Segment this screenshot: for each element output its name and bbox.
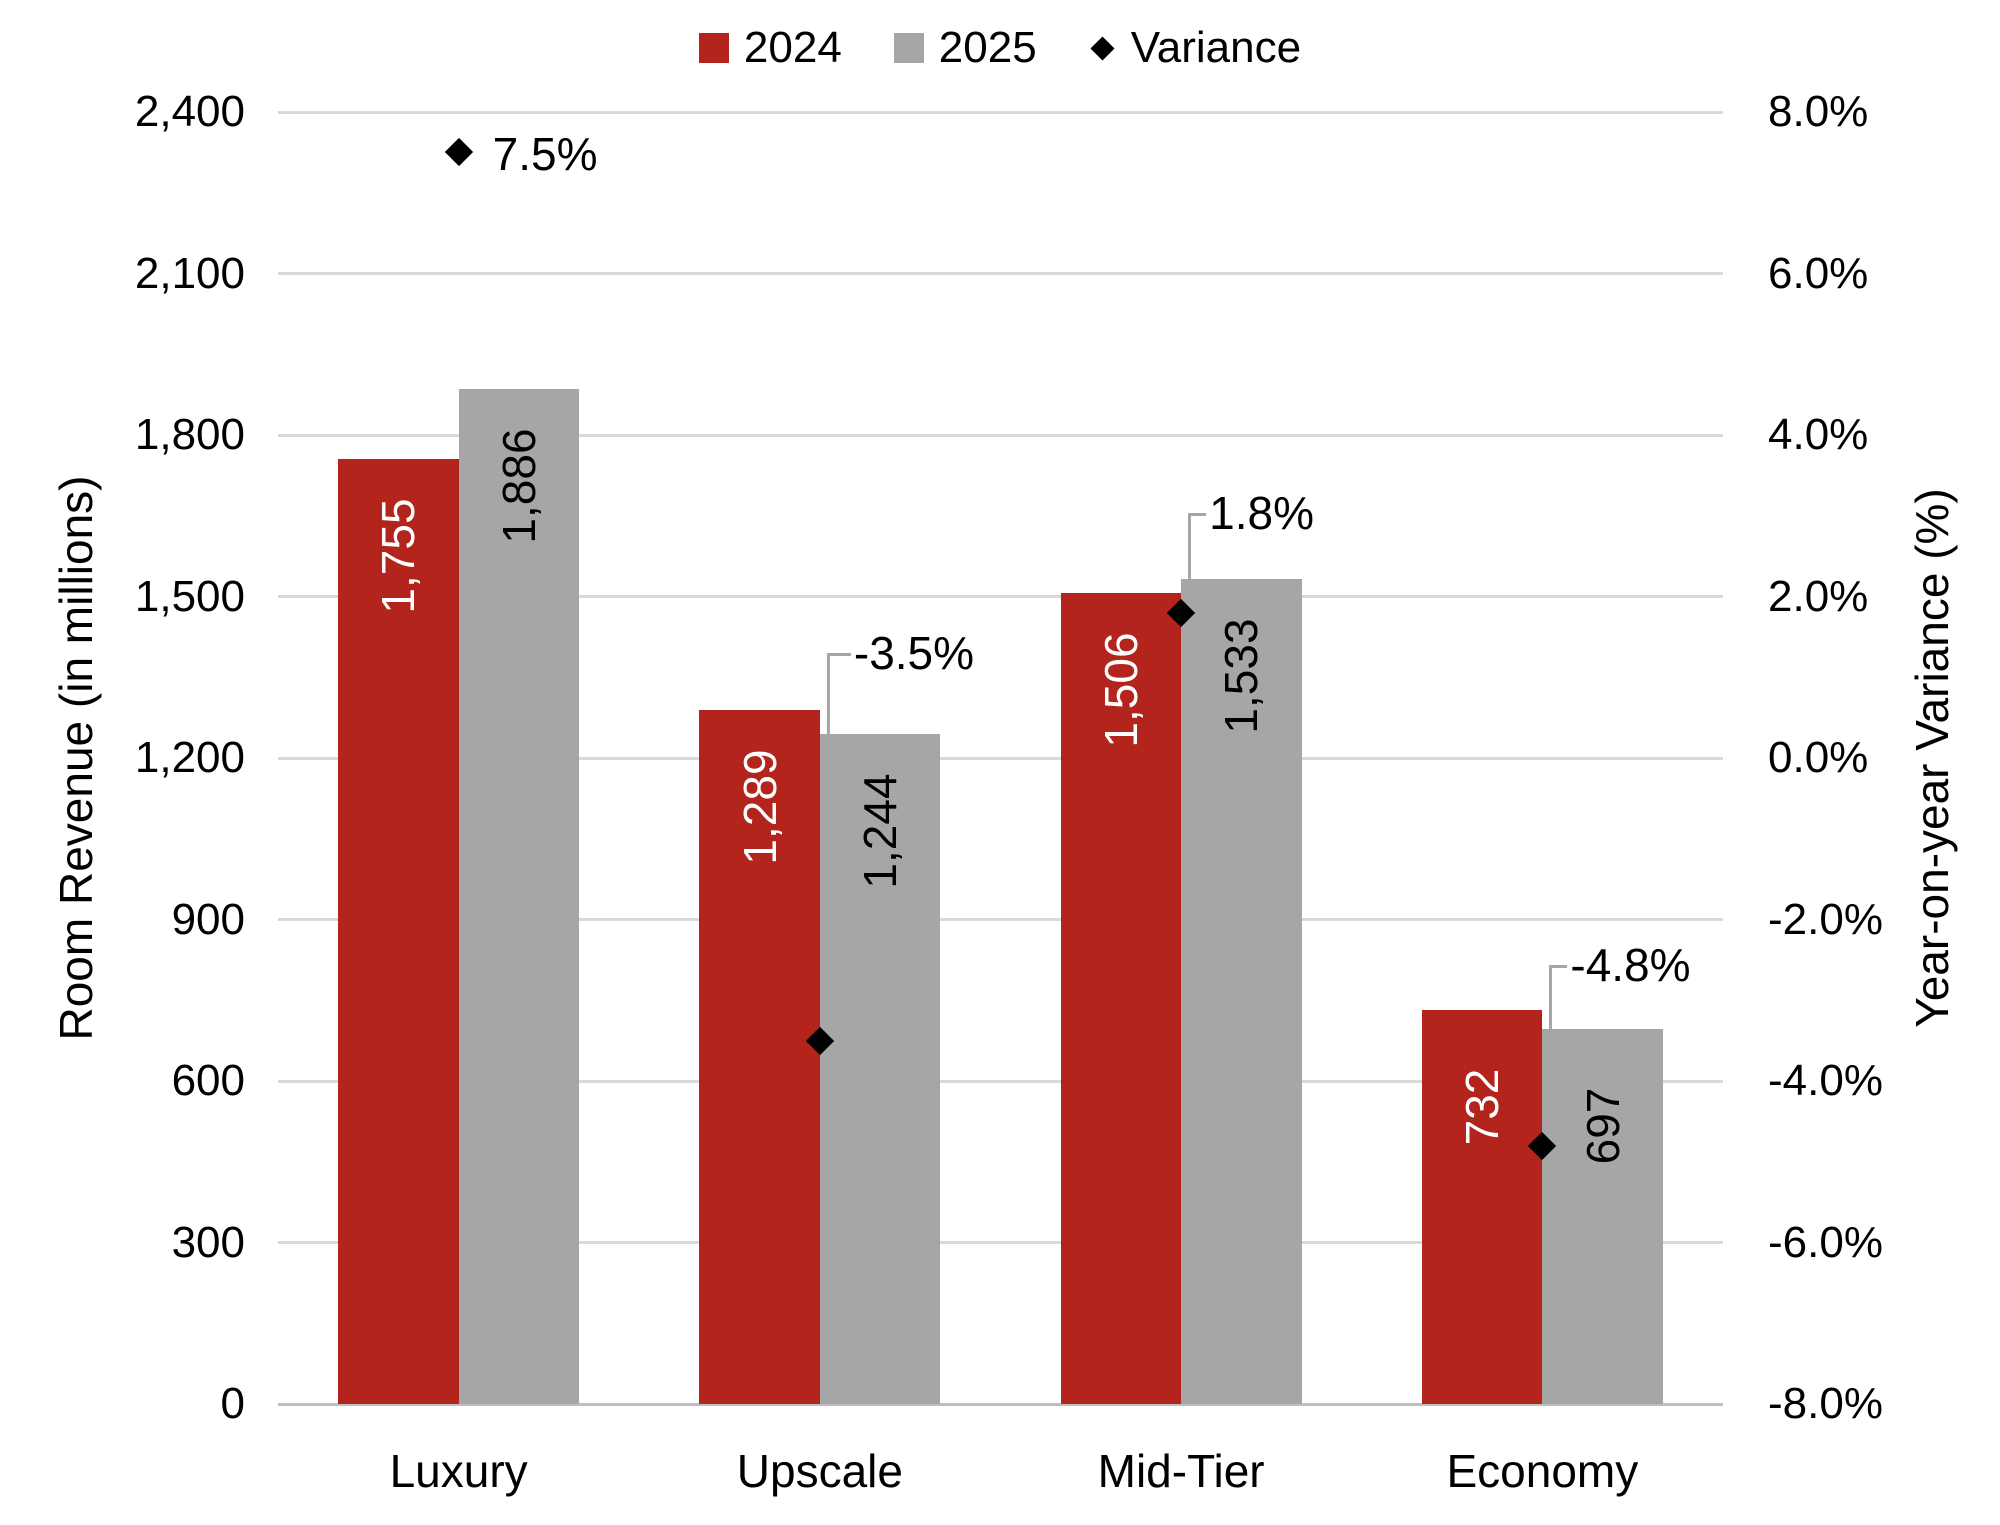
right-tick-label: 0.0% (1768, 733, 1869, 782)
right-tick-label: -4.0% (1768, 1056, 1883, 1105)
variance-marker-luxury (444, 138, 473, 167)
right-tick-label: 6.0% (1768, 248, 1869, 298)
legend-label: 2024 (743, 23, 842, 72)
left-tick-label: 300 (171, 1217, 245, 1267)
category-label-mid-tier: Mid-Tier (1097, 1445, 1265, 1497)
left-tick-label: 2,100 (134, 248, 245, 298)
bar-label-2024-economy: 732 (1456, 1068, 1509, 1146)
variance-label-luxury: 7.5% (492, 128, 598, 181)
variance-label-mid-tier: 1.8% (1209, 486, 1314, 539)
right-tick-label: 4.0% (1768, 410, 1869, 459)
bar-label-2025-economy: 697 (1576, 1087, 1629, 1165)
bar-2025-luxury (458, 388, 580, 1404)
legend-item-2025: 2025 (893, 23, 1037, 72)
variance-label-upscale: -3.5% (853, 626, 975, 679)
left-axis-title: Room Revenue (in millions) (50, 475, 102, 1041)
right-axis-title: Year-on-year Variance (%) (1906, 488, 1958, 1028)
series-swatch-icon (698, 33, 729, 63)
left-tick-label: 900 (171, 894, 245, 944)
right-tick-label: -2.0% (1768, 894, 1883, 944)
left-tick-label: 600 (171, 1056, 245, 1105)
bar-label-2025-mid-tier: 1,533 (1215, 618, 1268, 734)
legend-item-2024: 2024 (698, 23, 842, 72)
leader-line-mid-tier (1188, 512, 1207, 516)
leader-line-mid-tier (1188, 512, 1192, 601)
gridline (278, 1241, 1723, 1244)
bar-label-2024-mid-tier: 1,506 (1094, 632, 1147, 748)
category-label-upscale: Upscale (736, 1445, 903, 1497)
bar-label-2025-upscale: 1,244 (854, 773, 907, 889)
left-tick-label: 1,200 (134, 733, 245, 782)
bar-2024-economy (1421, 1009, 1543, 1404)
legend-label: 2025 (938, 23, 1037, 72)
leader-line-economy (1549, 964, 1553, 1134)
leader-line-economy (1549, 964, 1568, 968)
gridline (278, 110, 1723, 114)
left-tick-label: 1,500 (134, 571, 245, 621)
variance-label-economy: -4.8% (1570, 938, 1691, 991)
bar-2025-economy (1542, 1028, 1663, 1404)
right-tick-label: -6.0% (1768, 1217, 1883, 1267)
diamond-marker-icon (1090, 35, 1115, 61)
bar-2025-mid-tier (1181, 578, 1302, 1404)
category-label-economy: Economy (1446, 1445, 1639, 1497)
bar-label-2024-luxury: 1,755 (372, 498, 425, 614)
left-tick-label: 0 (220, 1379, 245, 1428)
gridline (278, 433, 1723, 437)
leader-line-upscale (826, 652, 851, 656)
bar-label-2024-upscale: 1,289 (733, 749, 786, 865)
bar-2024-mid-tier (1060, 593, 1182, 1404)
right-tick-label: -8.0% (1768, 1379, 1883, 1428)
legend-item-variance: Variance (1089, 26, 1301, 70)
bar-2025-upscale (819, 734, 941, 1404)
category-label-luxury: Luxury (389, 1445, 528, 1497)
gridline (278, 1079, 1723, 1083)
gridline (278, 756, 1723, 760)
gridline (278, 272, 1723, 275)
chart-legend: 2024 2025 Variance (0, 26, 2000, 70)
legend-label: Variance (1130, 23, 1302, 72)
right-tick-label: 2.0% (1768, 571, 1869, 621)
right-tick-label: 8.0% (1768, 87, 1869, 136)
left-tick-label: 2,400 (134, 87, 245, 136)
axis-baseline (278, 1402, 1723, 1406)
bar-label-2025-luxury: 1,886 (492, 428, 545, 544)
gridline (278, 918, 1723, 921)
gridline (278, 595, 1723, 598)
left-tick-label: 1,800 (134, 410, 245, 459)
leader-line-upscale (826, 652, 830, 1029)
bar-2024-upscale (699, 710, 820, 1404)
bar-2024-luxury (338, 459, 459, 1404)
series-swatch-icon (893, 33, 924, 63)
